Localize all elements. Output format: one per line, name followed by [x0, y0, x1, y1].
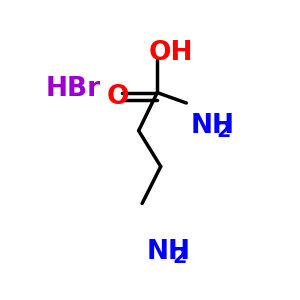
- Text: O: O: [106, 84, 129, 110]
- Text: HBr: HBr: [46, 76, 101, 102]
- Text: 2: 2: [172, 247, 187, 267]
- Text: 2: 2: [217, 121, 231, 141]
- Text: NH: NH: [191, 113, 235, 139]
- Text: OH: OH: [149, 40, 194, 66]
- Text: NH: NH: [147, 239, 191, 265]
